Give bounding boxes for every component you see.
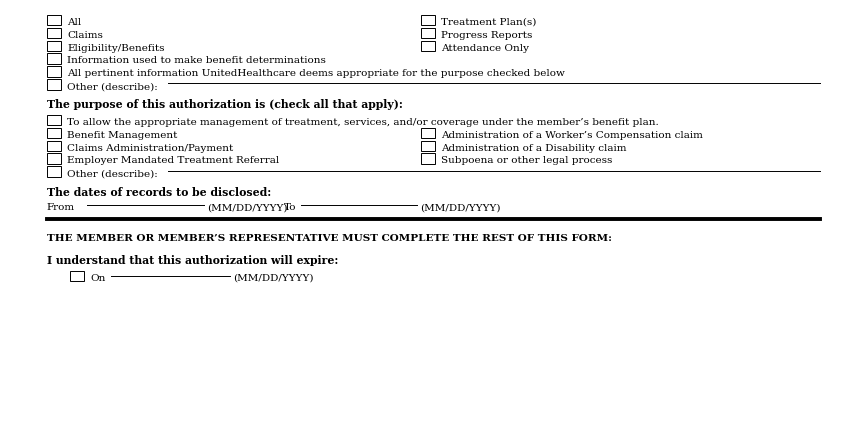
Bar [47, 115, 61, 126]
Bar [47, 41, 61, 52]
Text: Administration of a Disability claim: Administration of a Disability claim [441, 143, 626, 152]
Text: Subpoena or other legal process: Subpoena or other legal process [441, 156, 613, 165]
Text: On: On [90, 273, 105, 283]
Text: I understand that this authorization will expire:: I understand that this authorization wil… [47, 255, 338, 266]
Text: Administration of a Worker’s Compensation claim: Administration of a Worker’s Compensatio… [441, 130, 703, 139]
Bar [421, 141, 435, 151]
Bar [47, 28, 61, 39]
Bar [47, 167, 61, 177]
Bar [421, 15, 435, 26]
Text: (MM/DD/YYYY): (MM/DD/YYYY) [233, 273, 314, 282]
Text: Claims: Claims [67, 31, 103, 40]
Text: Employer Mandated Treatment Referral: Employer Mandated Treatment Referral [67, 156, 280, 165]
Text: All: All [67, 18, 82, 27]
Bar [47, 54, 61, 64]
Text: Treatment Plan(s): Treatment Plan(s) [441, 18, 536, 27]
Text: To allow the appropriate management of treatment, services, and/or coverage unde: To allow the appropriate management of t… [67, 117, 659, 126]
Bar [47, 15, 61, 26]
Text: The dates of records to be disclosed:: The dates of records to be disclosed: [47, 187, 271, 198]
Text: (MM/DD/YYYY): (MM/DD/YYYY) [207, 203, 288, 212]
Bar [421, 28, 435, 39]
Bar [47, 141, 61, 151]
Bar [47, 80, 61, 90]
Text: Progress Reports: Progress Reports [441, 31, 532, 40]
Text: To: To [284, 203, 297, 212]
Bar [421, 128, 435, 138]
Bar [47, 128, 61, 138]
Text: Claims Administration/Payment: Claims Administration/Payment [67, 143, 234, 152]
Bar [70, 271, 84, 282]
Bar [47, 67, 61, 77]
Bar [47, 154, 61, 164]
Text: Other (describe):: Other (describe): [67, 169, 158, 178]
Text: Eligibility/Benefits: Eligibility/Benefits [67, 43, 165, 52]
Text: (MM/DD/YYYY): (MM/DD/YYYY) [420, 203, 501, 212]
Text: The purpose of this authorization is (check all that apply):: The purpose of this authorization is (ch… [47, 99, 403, 110]
Bar [421, 154, 435, 164]
Text: Attendance Only: Attendance Only [441, 43, 530, 52]
Text: Benefit Management: Benefit Management [67, 130, 178, 139]
Text: Information used to make benefit determinations: Information used to make benefit determi… [67, 56, 326, 65]
Bar [421, 41, 435, 52]
Text: All pertinent information UnitedHealthcare deems appropriate for the purpose che: All pertinent information UnitedHealthca… [67, 69, 565, 78]
Text: THE MEMBER OR MEMBER’S REPRESENTATIVE MUST COMPLETE THE REST OF THIS FORM:: THE MEMBER OR MEMBER’S REPRESENTATIVE MU… [47, 233, 612, 242]
Text: From: From [47, 203, 75, 212]
Text: Other (describe):: Other (describe): [67, 82, 158, 91]
